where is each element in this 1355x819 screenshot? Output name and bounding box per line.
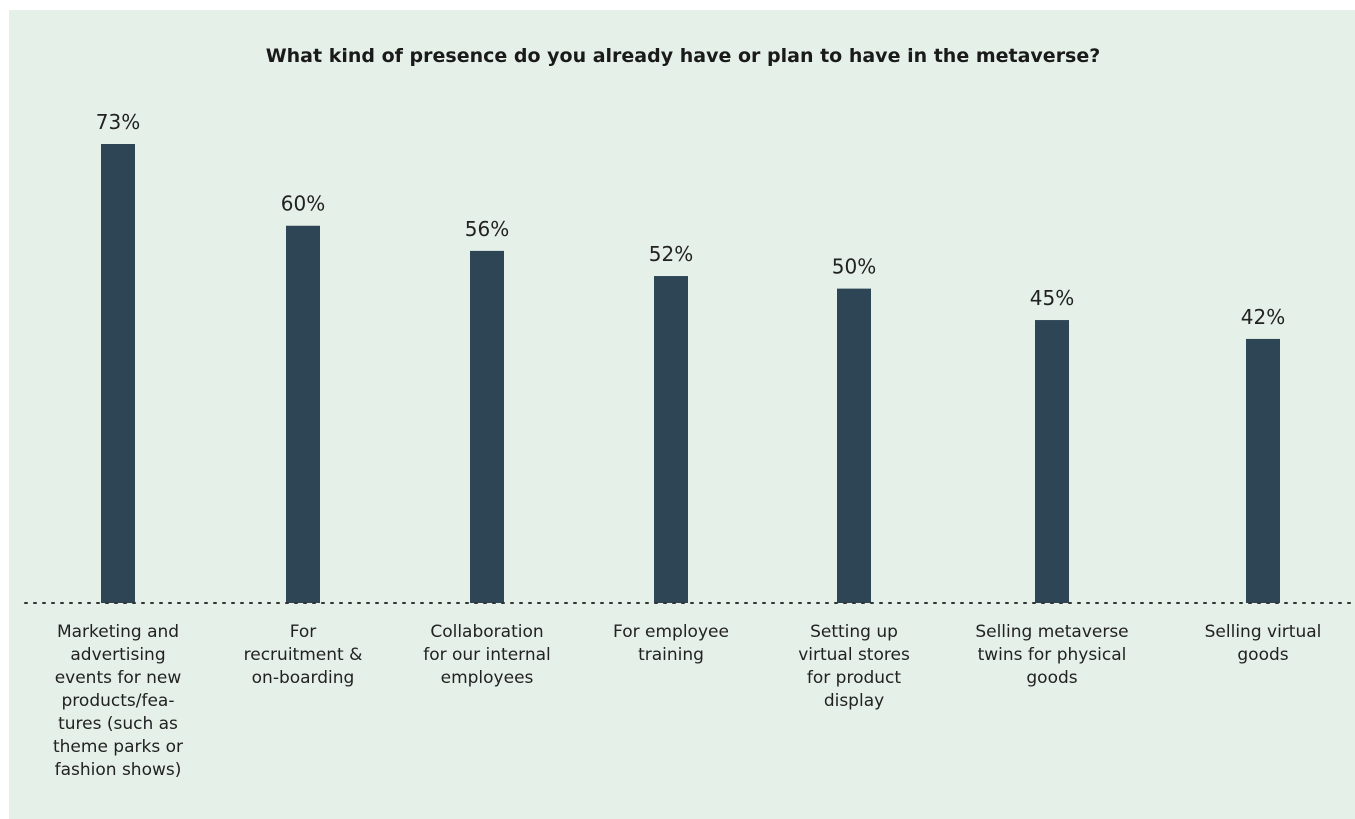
category-label-line: For bbox=[290, 622, 317, 642]
data-label-6: 45% bbox=[1030, 286, 1074, 310]
category-label-6: Selling metaverse twins for physical goods bbox=[975, 622, 1128, 688]
data-label-5: 50% bbox=[832, 255, 876, 279]
category-label-line: fashion shows) bbox=[55, 760, 182, 780]
category-label-line: Selling metaverse bbox=[975, 622, 1128, 642]
bar-chart: What kind of presence do you already hav… bbox=[24, 45, 1352, 780]
bar-6 bbox=[1035, 320, 1069, 603]
category-label-line: For employee bbox=[613, 622, 729, 642]
category-label-line: tures (such as bbox=[58, 714, 178, 734]
category-label-line: goods bbox=[1237, 645, 1288, 665]
chart-panel: What kind of presence do you already hav… bbox=[9, 10, 1355, 819]
category-label-line: employees bbox=[441, 668, 534, 688]
category-label-4: For employee training bbox=[613, 622, 729, 665]
bar-7 bbox=[1246, 338, 1280, 603]
category-label-line: for our internal bbox=[423, 645, 551, 665]
category-label-line: Setting up bbox=[810, 622, 898, 642]
bar-5 bbox=[837, 288, 871, 603]
bar-4 bbox=[654, 276, 688, 603]
bar-3 bbox=[470, 250, 504, 603]
category-label-5: Setting up virtual stores for product displ… bbox=[798, 622, 910, 711]
data-label-3: 56% bbox=[465, 217, 509, 241]
data-label-7: 42% bbox=[1241, 305, 1285, 329]
category-label-line: Marketing and bbox=[57, 622, 179, 642]
category-label-line: events for new bbox=[55, 668, 182, 688]
category-label-line: virtual stores bbox=[798, 645, 910, 665]
category-label-line: on-boarding bbox=[252, 668, 355, 688]
category-label-3: Collaboration for our internal employees bbox=[423, 622, 551, 688]
category-label-line: goods bbox=[1026, 668, 1077, 688]
category-label-line: products/fea- bbox=[62, 691, 175, 711]
category-label-line: recruitment & bbox=[244, 645, 363, 665]
category-label-1: Marketing and advertising events for new pr… bbox=[53, 622, 183, 780]
category-label-2: For recruitment & on-boarding bbox=[244, 622, 363, 688]
category-label-line: Selling virtual bbox=[1205, 622, 1322, 642]
category-label-line: for product bbox=[807, 668, 901, 688]
category-label-7: Selling virtual goods bbox=[1205, 622, 1322, 665]
category-label-line: twins for physical bbox=[978, 645, 1127, 665]
category-label-line: theme parks or bbox=[53, 737, 183, 757]
data-label-1: 73% bbox=[96, 110, 140, 134]
category-label-line: training bbox=[638, 645, 704, 665]
category-label-line: Collaboration bbox=[430, 622, 543, 642]
chart-title: What kind of presence do you already hav… bbox=[266, 45, 1101, 67]
category-label-line: display bbox=[824, 691, 884, 711]
bar-2 bbox=[286, 225, 320, 603]
bars-group: 73% Marketing and advertising events for ne… bbox=[53, 110, 1321, 780]
category-label-line: advertising bbox=[70, 645, 165, 665]
bar-1 bbox=[101, 144, 135, 603]
data-label-2: 60% bbox=[281, 192, 325, 216]
data-label-4: 52% bbox=[649, 242, 693, 266]
